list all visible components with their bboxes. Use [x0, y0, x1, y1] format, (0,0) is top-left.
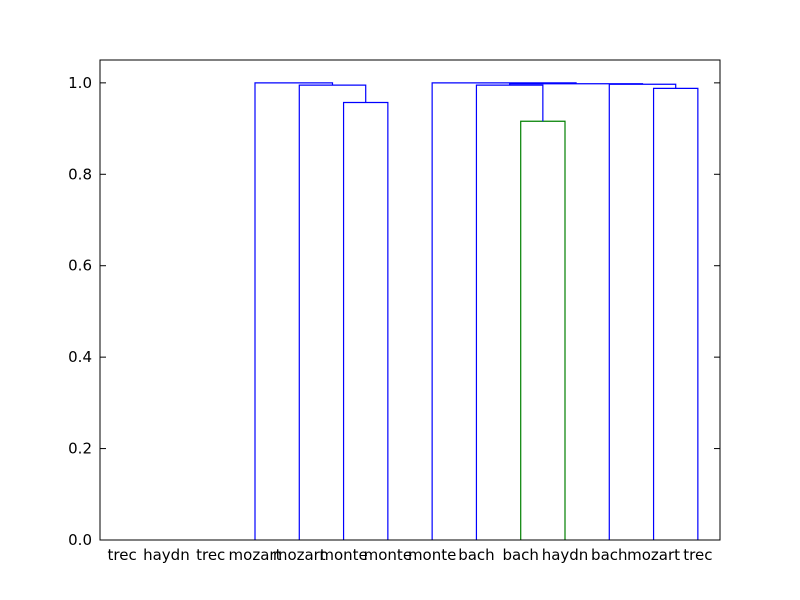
leaf-label: monte: [319, 546, 367, 564]
leaf-label: trec: [683, 546, 712, 564]
dendrogram-link: [608, 83, 677, 540]
leaf-label: trec: [108, 546, 137, 564]
y-tick-label: 0.4: [68, 348, 92, 366]
y-tick-label: 1.0: [68, 74, 92, 92]
leaf-label: monte: [408, 546, 456, 564]
y-tick-label: 0.0: [68, 531, 92, 549]
y-tick-label: 0.8: [68, 165, 92, 183]
leaf-label: mozart: [273, 546, 326, 564]
dendrogram-link: [520, 120, 566, 540]
dendrogram-link: [254, 82, 334, 540]
leaf-label: haydn: [542, 546, 589, 564]
dendrogram-link: [652, 87, 699, 540]
dendrogram-link: [431, 82, 577, 540]
x-axis-labels: trec haydn trec mozartmozartmontemontemonte…: [108, 546, 713, 564]
leaf-label: mozart: [627, 546, 680, 564]
leaf-label: trec: [196, 546, 225, 564]
leaf-label: bach: [591, 546, 627, 564]
leaf-label: monte: [364, 546, 412, 564]
leaf-label: mozart: [229, 546, 282, 564]
dendrogram-link: [342, 101, 389, 540]
dendrogram-link: [298, 84, 367, 540]
leaf-label: bach: [458, 546, 494, 564]
y-axis-ticks: 0.0 0.2 0.4 0.6 0.8 1.0: [68, 74, 720, 549]
y-tick-label: 0.6: [68, 257, 92, 275]
leaf-label: haydn: [143, 546, 190, 564]
dendrogram-link: [475, 84, 544, 540]
y-tick-label: 0.2: [68, 440, 92, 458]
plot-frame: [99, 59, 721, 541]
dendrogram-links: [254, 82, 699, 540]
leaf-label: bach: [502, 546, 538, 564]
